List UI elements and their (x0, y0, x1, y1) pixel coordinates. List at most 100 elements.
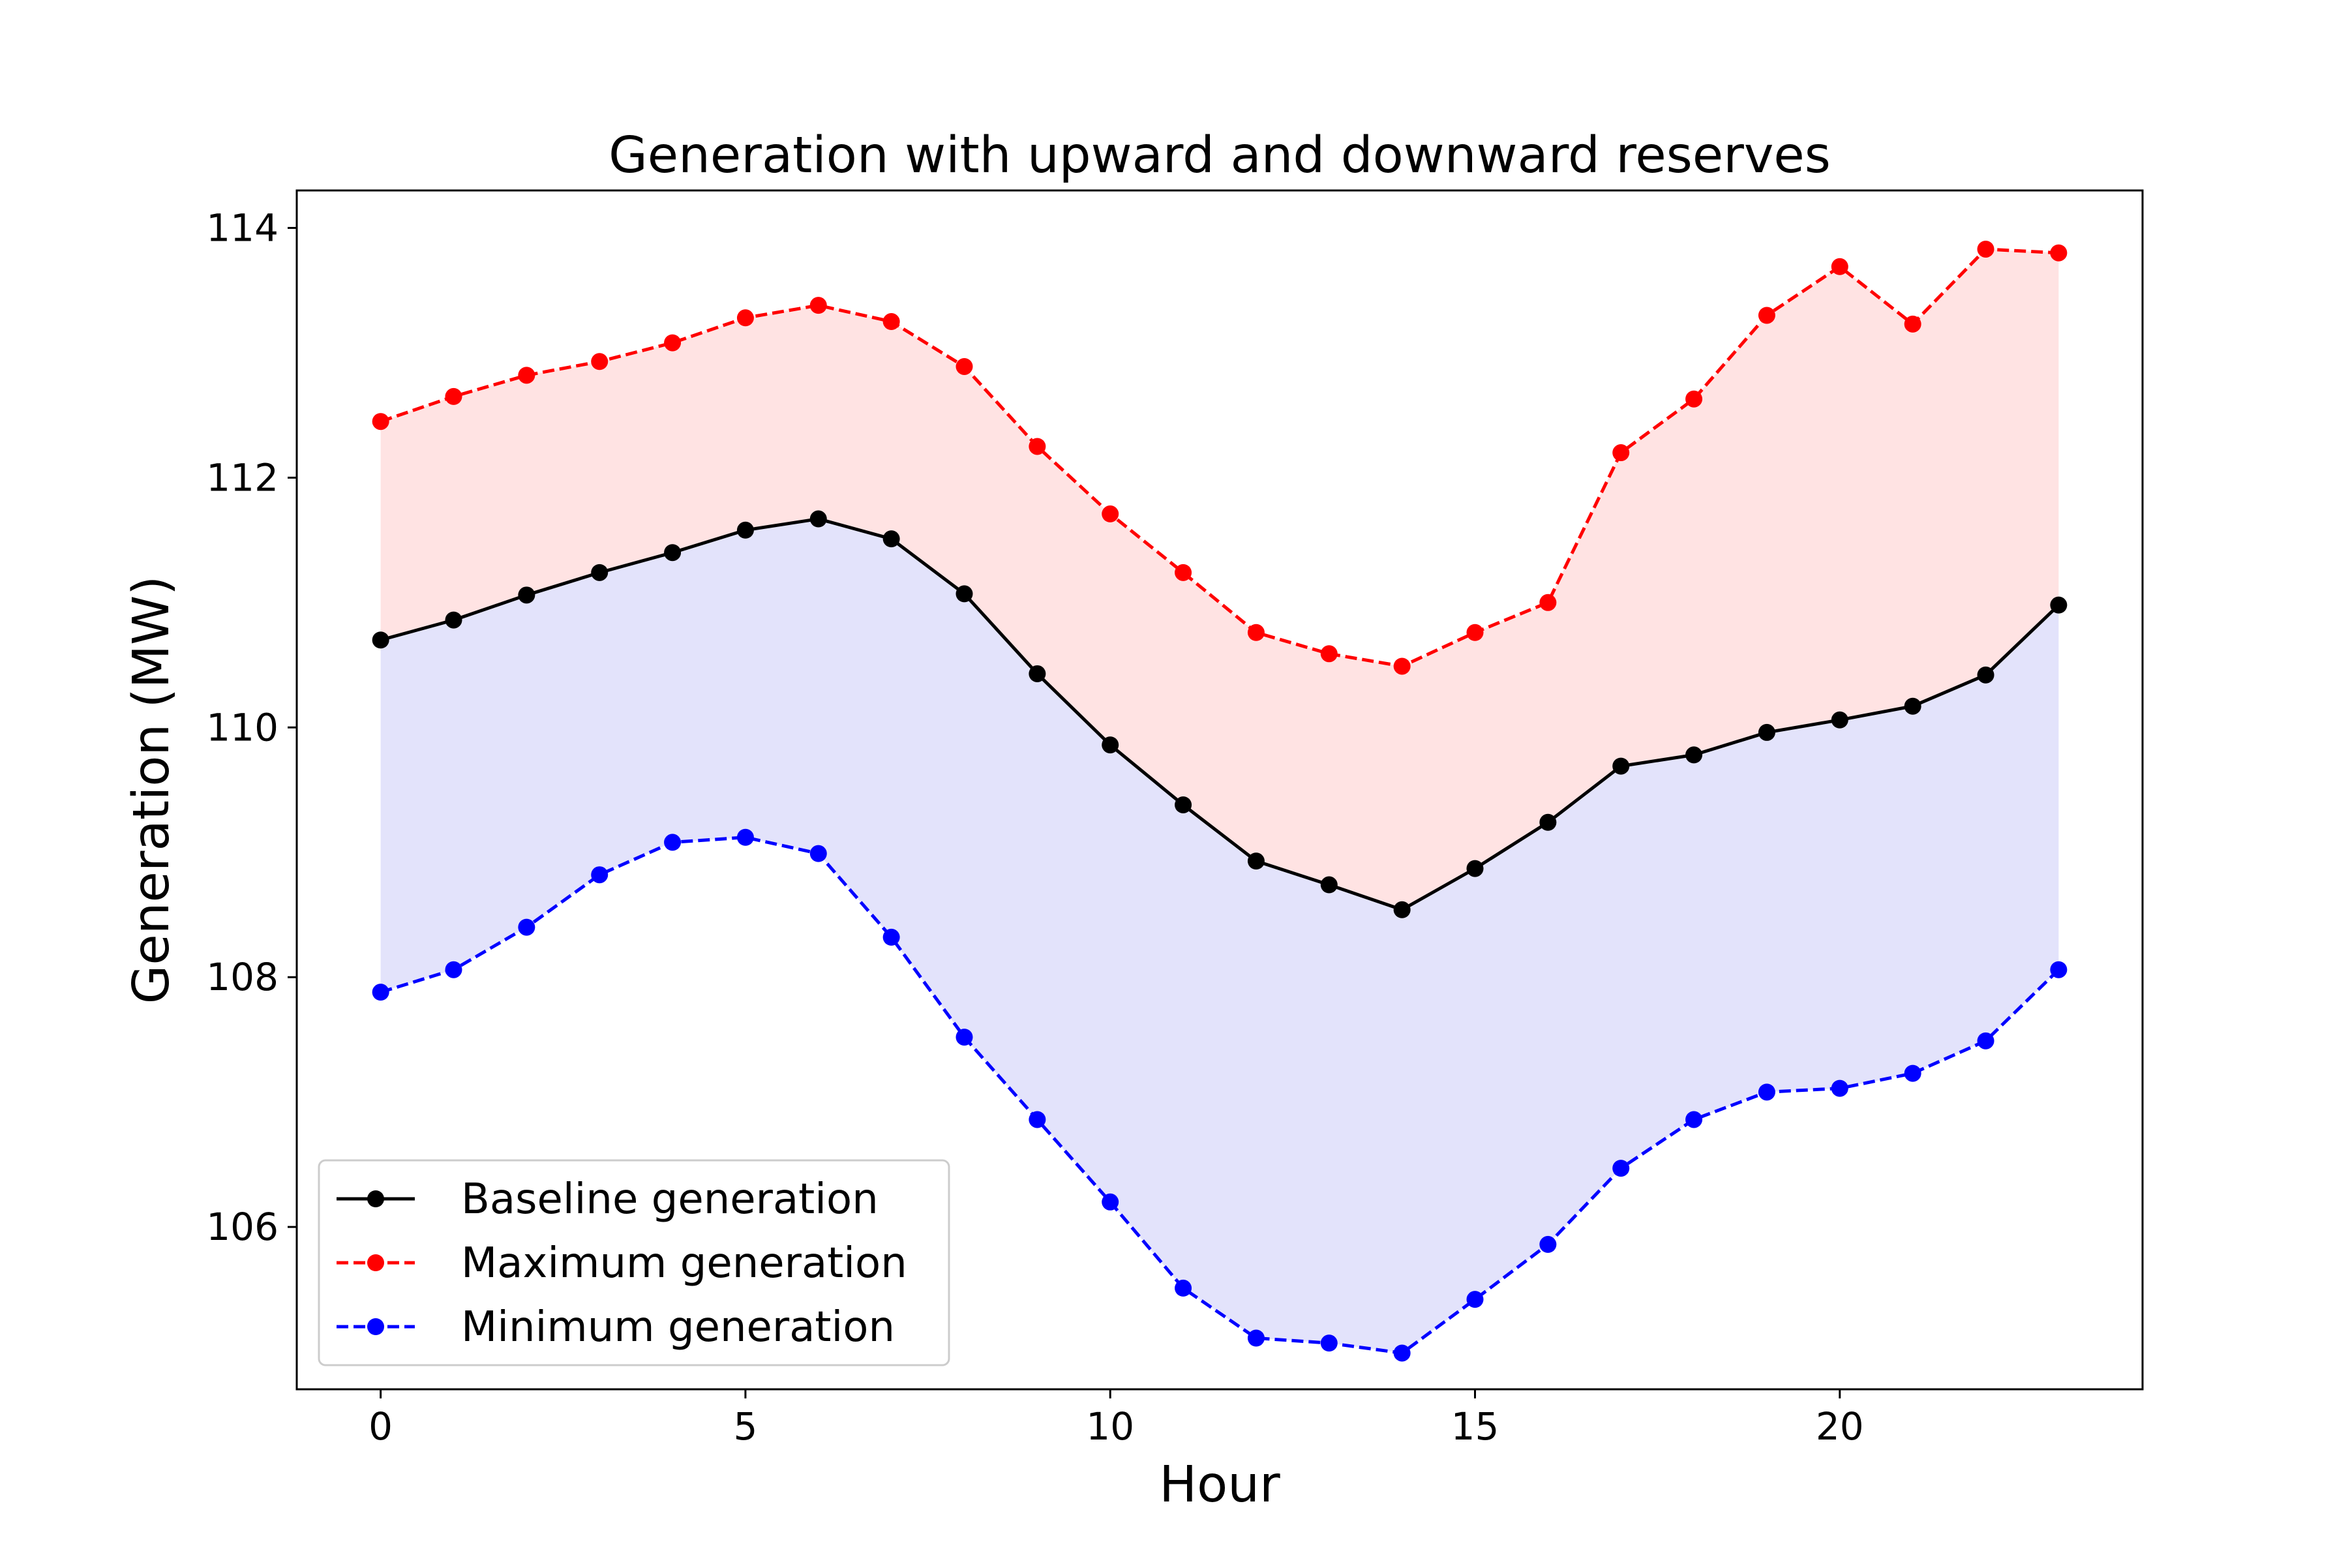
x-axis-ticks: 0 5 10 15 20 (369, 1389, 1864, 1449)
data-point-maximum-generation (1904, 315, 1921, 333)
fill-band-minimum-generation-to-baseline-generation (380, 519, 2059, 1353)
data-point-baseline-generation (882, 530, 900, 548)
y-tick-label: 108 (206, 955, 278, 999)
data-point-baseline-generation (1977, 666, 1994, 684)
data-point-maximum-generation (1175, 564, 1192, 581)
x-tick-label: 15 (1451, 1404, 1499, 1449)
data-point-maximum-generation (1320, 645, 1338, 663)
fill-layer (380, 249, 2059, 1353)
data-point-baseline-generation (809, 510, 827, 528)
data-point-minimum-generation (1393, 1344, 1411, 1362)
data-point-minimum-generation (1247, 1329, 1265, 1347)
data-point-baseline-generation (1175, 796, 1192, 813)
data-point-maximum-generation (1393, 657, 1411, 675)
data-point-minimum-generation (1904, 1064, 1921, 1082)
data-point-minimum-generation (1102, 1193, 1119, 1211)
data-point-baseline-generation (1466, 860, 1484, 877)
data-point-minimum-generation (1466, 1291, 1484, 1308)
data-point-baseline-generation (372, 631, 389, 649)
data-point-baseline-generation (1685, 746, 1703, 764)
data-point-maximum-generation (809, 297, 827, 314)
data-point-maximum-generation (1466, 624, 1484, 641)
series-minimum-generation (372, 828, 2068, 1362)
data-point-minimum-generation (1320, 1334, 1338, 1352)
data-point-baseline-generation (1758, 723, 1775, 741)
legend-label: Baseline generation (461, 1175, 879, 1224)
data-point-minimum-generation (1175, 1279, 1192, 1297)
data-point-minimum-generation (956, 1029, 973, 1046)
data-point-maximum-generation (664, 334, 682, 352)
legend-swatch-marker (367, 1254, 384, 1271)
data-point-minimum-generation (445, 961, 462, 978)
y-axis-label: Generation (MW) (123, 576, 181, 1004)
x-tick-label: 20 (1816, 1404, 1864, 1449)
legend-entry-minimum-generation: Minimum generation (337, 1303, 895, 1351)
data-point-maximum-generation (518, 367, 535, 384)
data-point-maximum-generation (1029, 438, 1046, 455)
x-tick-label: 5 (733, 1404, 757, 1449)
y-tick-label: 112 (206, 455, 278, 500)
series-line-maximum-generation (380, 247, 2059, 668)
series-maximum-generation (372, 240, 2068, 675)
data-point-baseline-generation (1393, 901, 1411, 918)
data-point-maximum-generation (736, 309, 754, 327)
chart-title: Generation with upward and downward rese… (609, 127, 1831, 185)
data-point-minimum-generation (1758, 1083, 1775, 1101)
x-axis-label: Hour (1159, 1456, 1280, 1514)
data-point-minimum-generation (882, 928, 900, 946)
legend-entry-baseline-generation: Baseline generation (337, 1175, 879, 1224)
data-point-minimum-generation (1029, 1111, 1046, 1128)
series-line-baseline-generation (380, 517, 2060, 912)
data-point-maximum-generation (1612, 444, 1630, 462)
data-point-baseline-generation (1904, 697, 1921, 715)
data-point-baseline-generation (518, 586, 535, 604)
data-point-baseline-generation (1102, 736, 1119, 754)
data-point-baseline-generation (591, 564, 609, 581)
data-point-minimum-generation (2050, 961, 2068, 978)
data-point-maximum-generation (1247, 624, 1265, 641)
data-point-baseline-generation (2050, 596, 2068, 614)
data-point-baseline-generation (445, 611, 462, 629)
data-point-baseline-generation (1539, 813, 1557, 831)
data-point-maximum-generation (1102, 505, 1119, 522)
legend-entry-maximum-generation: Maximum generation (337, 1239, 907, 1288)
data-point-maximum-generation (1758, 307, 1775, 324)
data-point-baseline-generation (1612, 757, 1630, 775)
data-point-baseline-generation (1831, 711, 1848, 729)
data-point-maximum-generation (2050, 244, 2068, 262)
data-point-minimum-generation (1685, 1111, 1703, 1128)
series-line-minimum-generation (380, 836, 2060, 1355)
data-point-minimum-generation (1612, 1160, 1630, 1177)
y-tick-label: 106 (206, 1205, 278, 1249)
y-tick-label: 114 (206, 205, 278, 250)
x-tick-label: 0 (369, 1404, 393, 1449)
y-axis-ticks: 106 108 110 112 114 (206, 205, 297, 1249)
data-point-minimum-generation (372, 984, 389, 1001)
data-point-baseline-generation (736, 521, 754, 539)
data-point-maximum-generation (1977, 240, 1994, 258)
series-baseline-generation (372, 510, 2068, 918)
data-point-baseline-generation (1247, 852, 1265, 870)
data-point-maximum-generation (1539, 594, 1557, 611)
data-point-baseline-generation (664, 544, 682, 562)
data-point-maximum-generation (591, 353, 609, 370)
fill-band-baseline-generation-to-maximum-generation (380, 249, 2059, 910)
legend-label: Maximum generation (461, 1239, 907, 1288)
legend-swatch-marker (367, 1190, 384, 1207)
data-point-minimum-generation (518, 918, 535, 936)
data-point-maximum-generation (1831, 258, 1848, 275)
legend-label: Minimum generation (461, 1303, 895, 1351)
data-point-maximum-generation (445, 387, 462, 405)
plot-area-frame (295, 189, 2144, 1391)
data-point-minimum-generation (664, 834, 682, 851)
data-point-minimum-generation (1539, 1235, 1557, 1253)
data-point-maximum-generation (372, 413, 389, 430)
data-point-minimum-generation (1977, 1032, 1994, 1049)
data-point-maximum-generation (956, 357, 973, 375)
data-point-baseline-generation (956, 585, 973, 603)
data-point-baseline-generation (1320, 876, 1338, 894)
legend: Baseline generation Maximum generation Min… (318, 1159, 950, 1366)
y-tick-label: 110 (206, 705, 278, 749)
legend-box (318, 1159, 950, 1366)
